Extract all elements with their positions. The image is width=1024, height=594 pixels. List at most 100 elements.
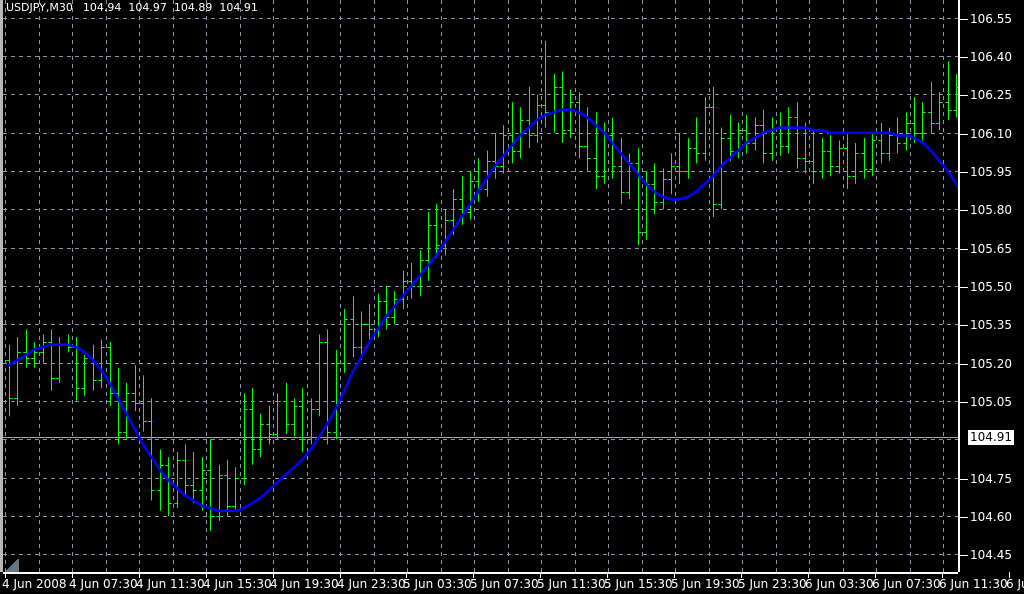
ohlc-bar: [216, 464, 223, 521]
ohlc-bar: [651, 163, 658, 215]
time-tick: [206, 572, 207, 578]
time-axis-rule: [3, 572, 958, 574]
price-tick: [960, 248, 968, 250]
ohlc-bar: [484, 150, 491, 197]
time-tick: [607, 572, 608, 578]
ohlc-bar: [132, 365, 139, 412]
ohlc-bar: [23, 329, 30, 368]
time-axis-label: 4 Jun 07:30: [69, 577, 138, 591]
ohlc-bar: [174, 451, 181, 509]
ohlc-bar: [190, 451, 197, 504]
time-axis[interactable]: 4 Jun 2008 4 Jun 07:30 4 Jun 11:30 4 Jun 15…: [0, 572, 1024, 594]
vertical-gridlines: [5, 0, 944, 572]
low-value: 104.89: [173, 1, 213, 14]
time-axis-label: 4 Jun 23:30: [337, 577, 406, 591]
ohlc-bar: [341, 308, 348, 373]
time-axis-label: 4 Jun 19:30: [270, 577, 339, 591]
ohlc-bar: [576, 91, 583, 159]
ohlc-bar: [526, 86, 533, 149]
price-axis-rule: [958, 0, 960, 572]
ohlc-bar: [283, 383, 290, 435]
ohlc-bar: [90, 344, 97, 391]
high-value: 104.97: [128, 1, 167, 14]
ohlc-bar: [752, 117, 759, 151]
ohlc-bar: [878, 122, 885, 164]
ohlc-bar: [760, 109, 767, 164]
ohlc-bar: [31, 342, 38, 368]
ohlc-bar: [6, 344, 13, 417]
ohlc-bar: [802, 122, 809, 174]
price-axis-label: 105.65: [970, 241, 1012, 256]
price-tick: [960, 363, 968, 365]
price-axis-label: 105.50: [970, 279, 1012, 294]
ohlc-bar: [953, 74, 958, 118]
ohlc-bar: [148, 398, 155, 501]
time-tick: [875, 572, 876, 578]
price-axis-label: 106.55: [970, 11, 1012, 26]
ohlc-bar: [710, 86, 717, 218]
ohlc-bar: [777, 112, 784, 156]
price-tick: [960, 209, 968, 211]
ohlc-bar: [358, 311, 365, 361]
window-left-border: [0, 0, 3, 577]
close-value: 104.91: [219, 1, 258, 14]
ohlc-bar: [299, 388, 306, 452]
ohlc-bar: [241, 393, 248, 486]
ohlc-bar: [693, 117, 700, 164]
moving-average-line: [7, 108, 958, 513]
time-axis-label: 6 Jun 07:30: [872, 577, 941, 591]
time-axis-label: 5 Jun 23:30: [738, 577, 807, 591]
time-tick: [674, 572, 675, 578]
price-tick: [960, 171, 968, 173]
price-tick: [960, 554, 968, 556]
chart-plot-area[interactable]: [3, 0, 958, 572]
ohlc-bar: [408, 263, 415, 299]
ohlc-bar: [936, 91, 943, 131]
time-axis-label: 5 Jun 11:30: [537, 577, 606, 591]
ohlc-bar: [123, 383, 130, 440]
price-tick: [960, 324, 968, 326]
ohlc-bar: [861, 137, 868, 179]
price-axis-label: 105.20: [970, 356, 1012, 371]
ohlc-bar: [48, 329, 55, 391]
ohlc-bar: [182, 444, 189, 496]
price-tick: [960, 18, 968, 20]
ohlc-bar: [500, 125, 507, 174]
price-tick: [960, 94, 968, 96]
price-axis-label: 104.45: [970, 547, 1012, 562]
price-axis-label: 105.05: [970, 394, 1012, 409]
time-tick: [1009, 572, 1010, 578]
time-axis-label: 5 Jun 03:30: [403, 577, 472, 591]
ohlc-bar: [810, 130, 817, 184]
ohlc-bar: [14, 337, 21, 407]
ohlc-bar: [785, 107, 792, 154]
ohlc-bar: [668, 153, 675, 195]
ohlc-bar: [81, 354, 88, 396]
chart-header: USDJPY,M30 104.94 104.97 104.89 104.91: [6, 1, 265, 15]
price-axis[interactable]: 106.55 106.40 106.25 106.10 105.95 105.80 105.…: [958, 0, 1024, 572]
ohlc-bar: [266, 406, 273, 445]
ohlc-bar: [333, 349, 340, 440]
ohlc-bar: [794, 102, 801, 169]
ohlc-bar: [425, 211, 432, 281]
price-axis-label: 106.10: [970, 126, 1012, 141]
price-tick: [960, 286, 968, 288]
horizontal-gridlines: [3, 18, 958, 555]
current-price-label: 104.91: [968, 429, 1014, 445]
ohlc-bar: [249, 388, 256, 465]
ohlc-bar: [433, 204, 440, 258]
time-tick: [540, 572, 541, 578]
ohlc-bar: [350, 296, 357, 358]
ohlc-bar: [98, 339, 105, 389]
ohlc-bar: [567, 89, 574, 138]
price-axis-label: 104.60: [970, 509, 1012, 524]
price-tick: [960, 133, 968, 135]
ohlc-bar: [618, 137, 625, 205]
time-axis-label: 4 Jun 15:30: [203, 577, 272, 591]
ohlc-bar: [919, 102, 926, 141]
time-axis-label: 5 Jun 15:30: [604, 577, 673, 591]
ohlc-bar: [609, 117, 616, 179]
scroll-nub[interactable]: [6, 559, 19, 572]
symbol-timeframe-label: USDJPY,M30: [6, 1, 73, 14]
time-axis-label: 5 Jun 19:30: [671, 577, 740, 591]
